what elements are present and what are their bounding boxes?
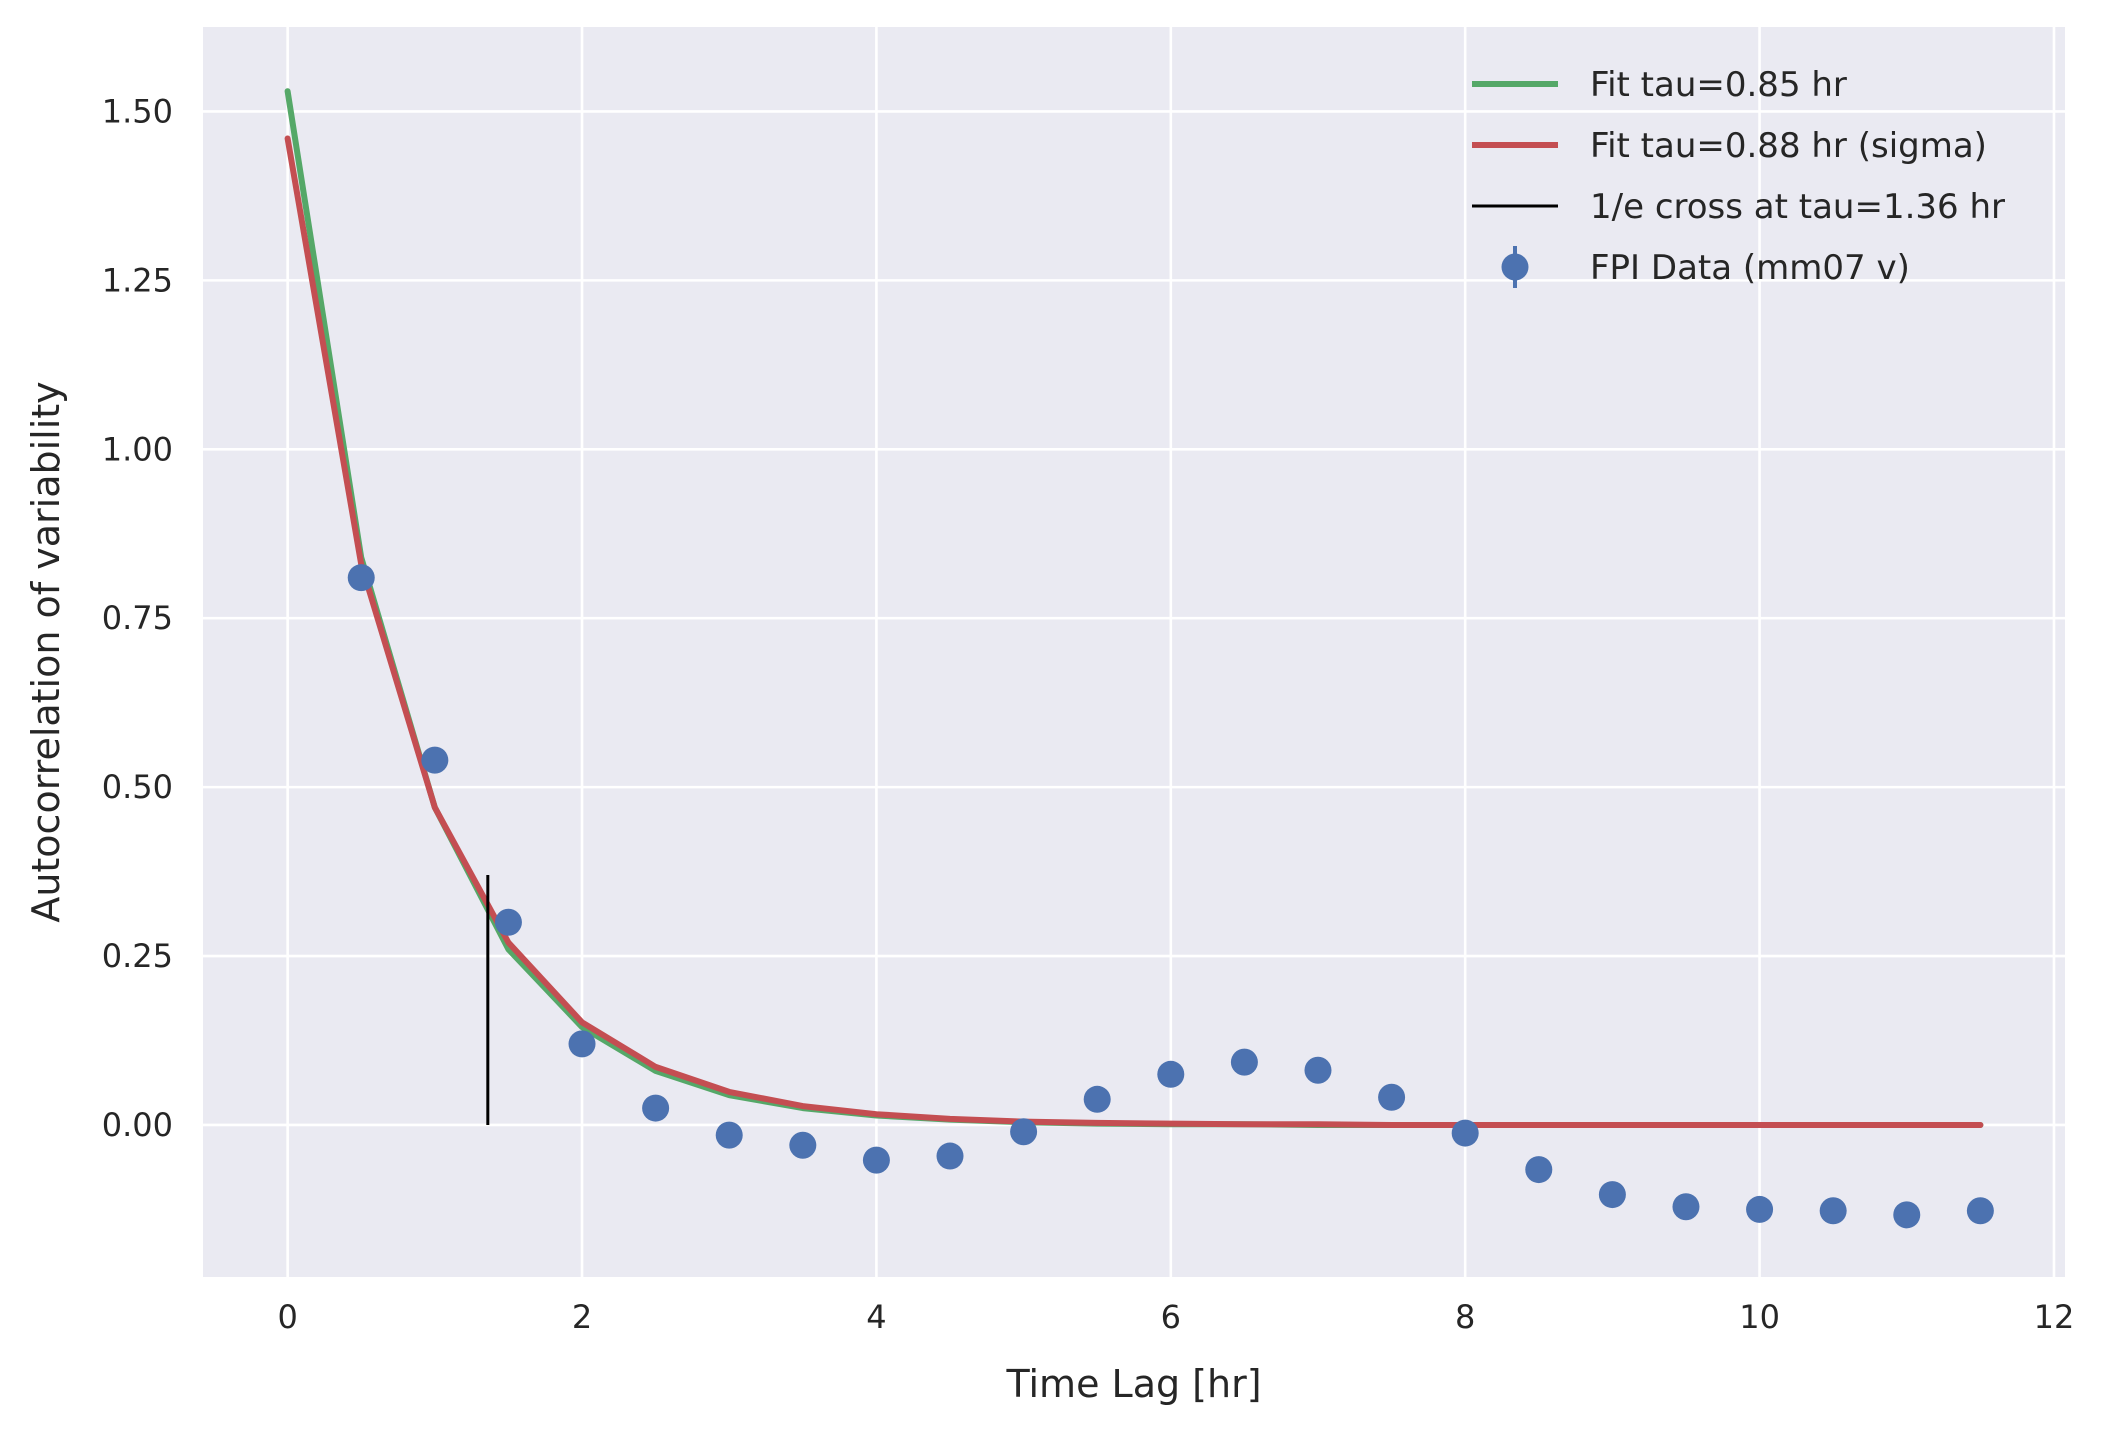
legend-label: Fit tau=0.88 hr (sigma) [1590, 126, 1987, 166]
legend-label: Fit tau=0.85 hr [1590, 65, 1847, 105]
data-point [1966, 1197, 1994, 1225]
plot-area [203, 27, 2065, 1277]
y-tick-label: 0.00 [102, 1106, 173, 1144]
y-tick-label: 0.50 [102, 768, 173, 806]
data-point [1083, 1085, 1111, 1113]
y-tick-label: 0.75 [102, 599, 173, 637]
data-point [1672, 1193, 1700, 1221]
y-tick-label: 1.50 [102, 92, 173, 130]
tick-labels: 0 2 4 6 8 10 12 0.00 0.25 0.50 0.75 1.00 1.25 1.50 [102, 92, 2075, 1336]
x-tick-label: 4 [866, 1298, 886, 1336]
data-point [1598, 1181, 1626, 1209]
data-point [1378, 1083, 1406, 1111]
data-point [347, 564, 375, 592]
data-point [1893, 1201, 1921, 1229]
data-point [642, 1094, 670, 1122]
data-point [494, 908, 522, 936]
y-tick-label: 0.25 [102, 937, 173, 975]
fit-line-1 [284, 135, 1984, 1128]
x-tick-label: 8 [1455, 1298, 1475, 1336]
y-tick-label: 1.25 [102, 261, 173, 299]
x-tick-label: 2 [572, 1298, 592, 1336]
legend-swatch-point [1501, 253, 1529, 281]
data-point [1304, 1056, 1332, 1084]
data-point [862, 1146, 890, 1174]
x-tick-label: 10 [1739, 1298, 1780, 1336]
data-point [1525, 1156, 1553, 1184]
x-tick-label: 6 [1161, 1298, 1181, 1336]
data-point [568, 1030, 596, 1058]
data-point [1230, 1048, 1258, 1076]
data-point [421, 746, 449, 774]
x-axis-title: Time Lag [hr] [1005, 1362, 1261, 1406]
data-point [1819, 1197, 1847, 1225]
data-point [789, 1131, 817, 1159]
x-tick-label: 0 [277, 1298, 297, 1336]
data-point [1451, 1119, 1479, 1147]
series-layer [284, 88, 1994, 1229]
x-tick-label: 12 [2034, 1298, 2075, 1336]
y-axis-title: Autocorrelation of variability [24, 381, 68, 922]
y-tick-label: 1.00 [102, 430, 173, 468]
data-point [1010, 1118, 1038, 1146]
data-point [1157, 1060, 1185, 1088]
data-point [936, 1142, 964, 1170]
data-point [715, 1121, 743, 1149]
legend-label: 1/e cross at tau=1.36 hr [1590, 187, 2005, 227]
legend-label: FPI Data (mm07 v) [1590, 248, 1910, 288]
legend: Fit tau=0.85 hr Fit tau=0.88 hr (sigma) 1/… [1472, 65, 2005, 288]
data-point [1746, 1195, 1774, 1223]
